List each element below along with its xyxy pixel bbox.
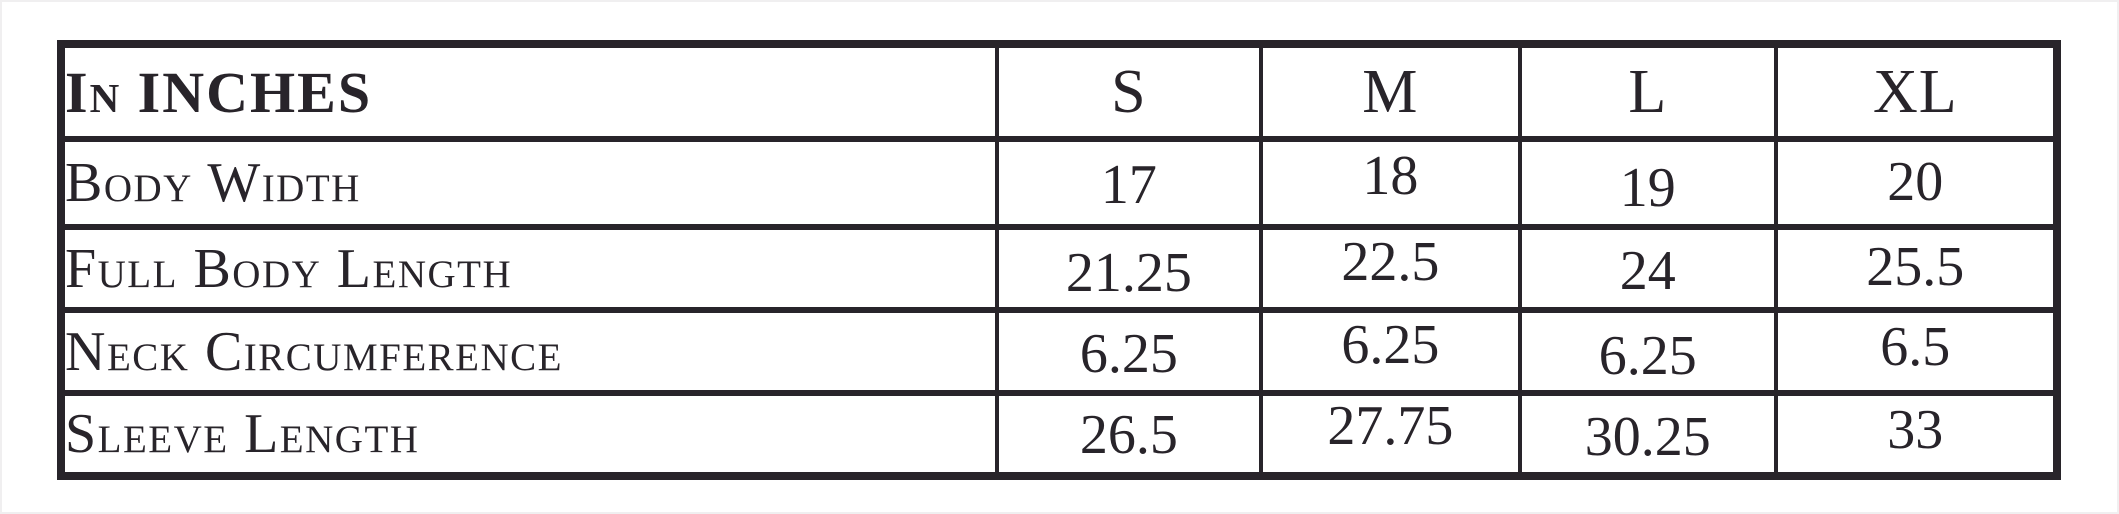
col-header-l: L [1518,41,1778,142]
col-header-xl: XL [1773,41,2060,142]
value-cell: 17 [995,138,1263,232]
value-cell: 21.25 [995,228,1263,317]
col-header-s: S [995,41,1263,142]
row-label: Neck Circumference [58,307,1000,396]
table-row-sleeve-length: Sleeve Length 26.5 27.75 30.25 33 [58,382,2060,482]
table-row-full-body-length: Full Body Length 21.25 22.5 24 25.5 [58,217,2060,317]
value-cell: 6.25 [995,309,1263,398]
value-cell: 24 [1518,226,1778,315]
value-cell: 6.25 [1258,300,1523,389]
value-cell: 30.25 [1518,393,1778,482]
value-cell: 19 [1518,141,1778,235]
table-header-row: In INCHES S M L XL [58,41,2060,142]
value-cell: 6.5 [1773,302,2060,391]
value-cell: 18 [1258,129,1523,223]
unit-header-cell: In INCHES [58,41,1000,142]
value-cell: 20 [1773,135,2060,229]
col-header-m: M [1258,41,1523,142]
row-label: Full Body Length [58,224,1000,313]
value-cell: 25.5 [1773,222,2060,311]
row-label: Body Width [58,136,1000,230]
value-cell: 6.25 [1518,311,1778,400]
table-row-neck-circumference: Neck Circumference 6.25 6.25 6.25 6.5 [58,300,2060,400]
size-chart-table: In INCHES S M L XL Body Width 17 18 19 2… [57,40,2061,482]
table-row-body-width: Body Width 17 18 19 20 [58,129,2060,235]
value-cell: 33 [1773,386,2060,475]
value-cell: 27.75 [1258,382,1523,471]
value-cell: 22.5 [1258,217,1523,306]
value-cell: 26.5 [995,391,1263,480]
row-label: Sleeve Length [58,390,1000,479]
